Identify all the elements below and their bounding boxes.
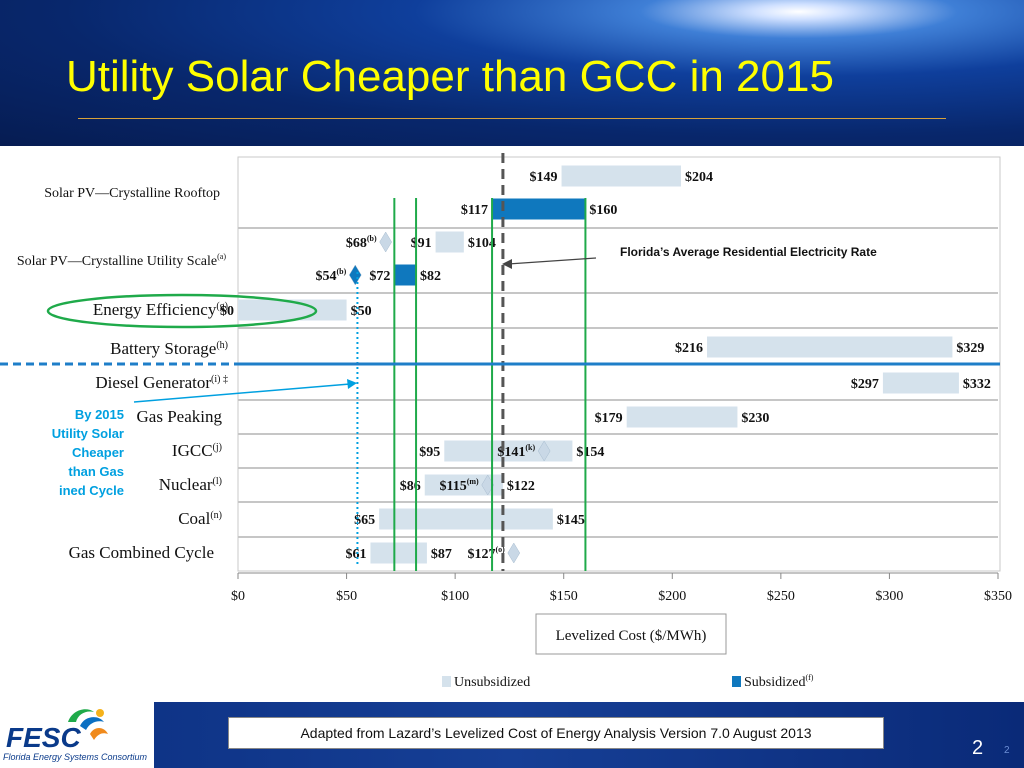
category-label: Energy Efficiency(g) bbox=[93, 300, 228, 319]
bar-high-label: $204 bbox=[685, 170, 713, 185]
bar-high-label: $50 bbox=[351, 304, 372, 319]
bar-unsubsidized bbox=[238, 299, 347, 321]
bar-high-label: $82 bbox=[420, 269, 441, 284]
bar-high-label: $87 bbox=[431, 547, 452, 562]
bar-subsidized bbox=[492, 198, 586, 220]
category-label: Solar PV—Crystalline Rooftop bbox=[44, 186, 220, 201]
marker-diamond bbox=[379, 231, 392, 253]
x-tick-label: $300 bbox=[875, 589, 903, 604]
bar-high-label: $145 bbox=[557, 513, 585, 528]
bar-subsidized bbox=[394, 264, 417, 286]
florida-rate-label: Florida’s Average Residential Electricit… bbox=[620, 245, 877, 259]
bar-unsubsidized bbox=[707, 336, 953, 358]
source-citation: Adapted from Lazard’s Levelized Cost of … bbox=[228, 717, 884, 749]
page-number-small: 2 bbox=[1004, 745, 1010, 756]
by-2015-arrow bbox=[133, 383, 351, 403]
bar-unsubsidized bbox=[424, 474, 503, 496]
bar-low-label: $297 bbox=[851, 377, 879, 392]
category-label: IGCC(j) bbox=[172, 441, 222, 460]
bar-low-label: $65 bbox=[354, 513, 375, 528]
marker-label: $54(b) bbox=[315, 267, 346, 284]
legend-swatch bbox=[442, 676, 451, 687]
x-axis-title-box bbox=[535, 613, 727, 655]
category-label: Coal(n) bbox=[178, 509, 222, 528]
by-2015-annotation: than Gas bbox=[68, 464, 124, 479]
bar-unsubsidized bbox=[444, 440, 573, 462]
category-label: Nuclear(l) bbox=[159, 475, 222, 494]
bar-high-label: $332 bbox=[963, 377, 991, 392]
x-tick-label: $0 bbox=[231, 589, 245, 604]
fesc-logo-icon bbox=[68, 709, 108, 740]
bar-unsubsidized bbox=[626, 406, 738, 428]
marker-diamond bbox=[348, 264, 362, 286]
bar-low-label: $149 bbox=[530, 170, 558, 185]
bar-low-label: $61 bbox=[345, 547, 366, 562]
slide-title: Utility Solar Cheaper than GCC in 2015 bbox=[66, 52, 834, 101]
bar-high-label: $154 bbox=[576, 445, 604, 460]
by-2015-annotation: By 2015 bbox=[75, 407, 124, 422]
bar-unsubsidized bbox=[370, 542, 427, 564]
bar-unsubsidized bbox=[379, 508, 553, 530]
legend-swatch bbox=[732, 676, 741, 687]
x-tick-label: $350 bbox=[984, 589, 1012, 604]
bar-low-label: $86 bbox=[400, 479, 421, 494]
bar-high-label: $104 bbox=[468, 236, 496, 251]
highlight-ellipse bbox=[46, 293, 318, 329]
x-tick-label: $150 bbox=[550, 589, 578, 604]
levelized-cost-chart: $0 $50 $100 $150 $200 $250 $300 $350 Levelized C… bbox=[0, 153, 1012, 690]
bar-high-label: $230 bbox=[741, 411, 769, 426]
x-axis-title: Levelized Cost ($/MWh) bbox=[556, 628, 707, 644]
by-2015-annotation: Cheaper bbox=[72, 445, 124, 460]
bar-high-label: $329 bbox=[956, 341, 984, 356]
bar-unsubsidized bbox=[882, 372, 959, 394]
bar-unsubsidized bbox=[435, 231, 464, 253]
x-tick-label: $50 bbox=[336, 589, 357, 604]
logo-subtitle: Florida Energy Systems Consortium bbox=[3, 752, 148, 762]
x-tick-label: $200 bbox=[658, 589, 686, 604]
bar-low-label: $117 bbox=[461, 203, 488, 218]
bar-low-label: $91 bbox=[411, 236, 432, 251]
marker-label: $115(m) bbox=[439, 477, 479, 494]
marker-diamond bbox=[507, 542, 521, 564]
marker-label: $127(o) bbox=[467, 545, 505, 562]
bar-low-label: $0 bbox=[220, 304, 234, 319]
marker-diamond bbox=[537, 440, 551, 462]
bar-low-label: $72 bbox=[369, 269, 390, 284]
category-label: Solar PV—Crystalline Utility Scale(a) bbox=[17, 252, 226, 269]
category-label: Diesel Generator(i) ‡ bbox=[95, 373, 228, 392]
bar-high-label: $122 bbox=[507, 479, 535, 494]
category-label: Gas Peaking bbox=[137, 407, 223, 426]
category-label: Gas Combined Cycle bbox=[69, 543, 214, 562]
bar-high-label: $160 bbox=[589, 203, 617, 218]
by-2015-annotation: ined Cycle bbox=[59, 483, 124, 498]
x-tick-label: $250 bbox=[767, 589, 795, 604]
page-number: 2 bbox=[972, 737, 984, 759]
by-2015-annotation: Utility Solar bbox=[52, 426, 124, 441]
bar-low-label: $179 bbox=[595, 411, 623, 426]
logo-text: FESC bbox=[6, 722, 81, 753]
bar-low-label: $216 bbox=[675, 341, 703, 356]
slide-header: Utility Solar Cheaper than GCC in 2015 bbox=[0, 0, 1024, 146]
category-label: Battery Storage(h) bbox=[110, 339, 228, 358]
legend-label: Unsubsidized bbox=[454, 675, 530, 690]
arrowhead-icon bbox=[347, 379, 357, 389]
bar-low-label: $95 bbox=[419, 445, 440, 460]
marker-label: $68(b) bbox=[346, 234, 377, 251]
x-tick-label: $100 bbox=[441, 589, 469, 604]
florida-rate-arrow bbox=[507, 257, 597, 265]
legend-label: Subsidized(f) bbox=[744, 673, 814, 690]
arrowhead-icon bbox=[502, 259, 512, 269]
title-underline bbox=[78, 118, 946, 119]
bar-unsubsidized bbox=[561, 165, 681, 187]
